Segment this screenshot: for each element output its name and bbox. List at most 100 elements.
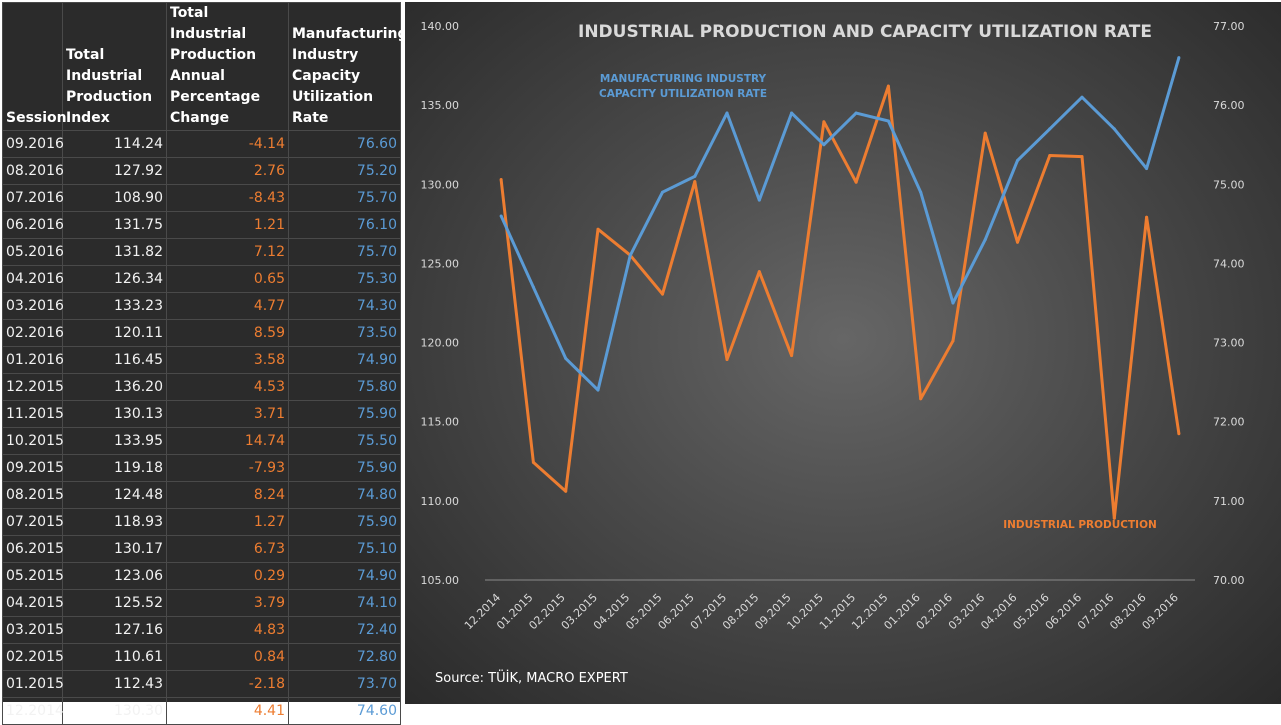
line-chart: INDUSTRIAL PRODUCTION AND CAPACITY UTILI… [421, 20, 1245, 686]
cell-index: 126.34 [62, 265, 167, 293]
table-row: 03.2016 133.23 4.77 74.30 [2, 292, 401, 320]
production-point [1048, 153, 1052, 157]
cell-index: 133.95 [62, 427, 167, 455]
capacity-point [531, 285, 535, 289]
cell-change: 6.73 [166, 535, 289, 563]
capacity-point [628, 254, 632, 258]
cell-change: 3.79 [166, 589, 289, 617]
capacity-point [1080, 95, 1084, 99]
production-point [1145, 215, 1149, 219]
cell-change: -8.43 [166, 184, 289, 212]
header-session: Session [2, 2, 67, 131]
cell-capacity: 75.30 [288, 265, 401, 293]
capacity-point [983, 238, 987, 242]
capacity-point [725, 111, 729, 115]
cell-capacity: 75.90 [288, 400, 401, 428]
table-row: 05.2016 131.82 7.12 75.70 [2, 238, 401, 266]
y-left-tick-label: 120.00 [421, 337, 460, 350]
cell-index: 133.23 [62, 292, 167, 320]
cell-change: 3.71 [166, 400, 289, 428]
capacity-point [919, 190, 923, 194]
cell-session: 05.2015 [2, 562, 64, 590]
source-note: Source: TÜİK, MACRO EXPERT [435, 669, 628, 686]
capacity-point [1145, 166, 1149, 170]
chart-title: INDUSTRIAL PRODUCTION AND CAPACITY UTILI… [578, 22, 1152, 42]
production-point [531, 460, 535, 464]
cell-capacity: 75.90 [288, 508, 401, 536]
cell-capacity: 74.30 [288, 292, 401, 320]
cell-change: -7.93 [166, 454, 289, 482]
capacity-utilization-line [499, 57, 1181, 392]
y-right-tick-label: 73.00 [1213, 337, 1245, 350]
cell-session: 11.2015 [2, 400, 64, 428]
table-row: 02.2016 120.11 8.59 73.50 [2, 319, 401, 347]
cell-capacity: 72.40 [288, 616, 401, 644]
cell-index: 130.13 [62, 400, 167, 428]
table-row: 01.2016 116.45 3.58 74.90 [2, 346, 401, 374]
table-row: 11.2015 130.13 3.71 75.90 [2, 400, 401, 428]
cell-capacity: 75.10 [288, 535, 401, 563]
production-point [661, 292, 664, 296]
table-row: 07.2015 118.93 1.27 75.90 [2, 508, 401, 536]
cell-index: 118.93 [62, 508, 167, 536]
cell-index: 108.90 [62, 184, 167, 212]
cell-change: 1.27 [166, 508, 289, 536]
y-right-tick-label: 76.00 [1213, 99, 1245, 112]
header-capacity: Manufacturing Industry Capacity Utilizat… [288, 2, 408, 131]
production-point [693, 180, 697, 184]
table-row: 05.2015 123.06 0.29 74.90 [2, 562, 401, 590]
table-row: 07.2016 108.90 -8.43 75.70 [2, 184, 401, 212]
cell-index: 131.75 [62, 211, 167, 239]
cell-index: 130.30 [62, 697, 167, 725]
cell-index: 114.24 [62, 130, 167, 158]
y-left-tick-label: 105.00 [421, 574, 460, 587]
cell-capacity: 74.90 [288, 346, 401, 374]
production-point [596, 227, 600, 231]
x-tick-label: 09.2016 [1140, 591, 1181, 632]
cell-change: -4.14 [166, 130, 289, 158]
cell-change: 4.77 [166, 292, 289, 320]
cell-session: 07.2016 [2, 184, 64, 212]
cell-change: 8.24 [166, 481, 289, 509]
cell-change: 1.21 [166, 211, 289, 239]
production-point [951, 339, 955, 343]
production-point [757, 270, 761, 274]
production-point [790, 354, 794, 358]
cell-session: 09.2015 [2, 454, 64, 482]
header-change: Total Industrial Production Annual Perce… [166, 2, 289, 131]
y-left-tick-label: 130.00 [421, 178, 460, 191]
cell-change: 8.59 [166, 319, 289, 347]
cell-index: 125.52 [62, 589, 167, 617]
cell-session: 04.2015 [2, 589, 64, 617]
cell-capacity: 75.70 [288, 184, 401, 212]
table-row: 09.2016 114.24 -4.14 76.60 [2, 130, 401, 158]
cell-change: 4.53 [166, 373, 289, 401]
table-row: 06.2016 131.75 1.21 76.10 [2, 211, 401, 239]
cell-session: 03.2015 [2, 616, 64, 644]
cell-index: 124.48 [62, 481, 167, 509]
cell-capacity: 75.50 [288, 427, 401, 455]
cell-capacity: 72.80 [288, 643, 401, 671]
cell-session: 04.2016 [2, 265, 64, 293]
header-index: Total Industrial Production Index [62, 2, 167, 131]
table-row: 03.2015 127.16 4.83 72.40 [2, 616, 401, 644]
table-row: 02.2015 110.61 0.84 72.80 [2, 643, 401, 671]
capacity-point [1016, 159, 1019, 163]
cell-capacity: 74.10 [288, 589, 401, 617]
table-row: 08.2016 127.92 2.76 75.20 [2, 157, 401, 185]
production-point [919, 397, 923, 401]
production-point [1112, 516, 1116, 520]
production-point [725, 358, 729, 362]
capacity-point [951, 301, 955, 305]
capacity-point [1048, 127, 1052, 131]
table-row: 08.2015 124.48 8.24 74.80 [2, 481, 401, 509]
y-left-tick-label: 135.00 [421, 99, 460, 112]
cell-change: -2.18 [166, 670, 289, 698]
cell-session: 02.2015 [2, 643, 64, 671]
y-left-tick-label: 110.00 [421, 495, 460, 508]
cell-change: 2.76 [166, 157, 289, 185]
cell-session: 01.2016 [2, 346, 64, 374]
cell-capacity: 74.60 [288, 697, 401, 725]
cell-capacity: 73.70 [288, 670, 401, 698]
cell-change: 0.65 [166, 265, 289, 293]
